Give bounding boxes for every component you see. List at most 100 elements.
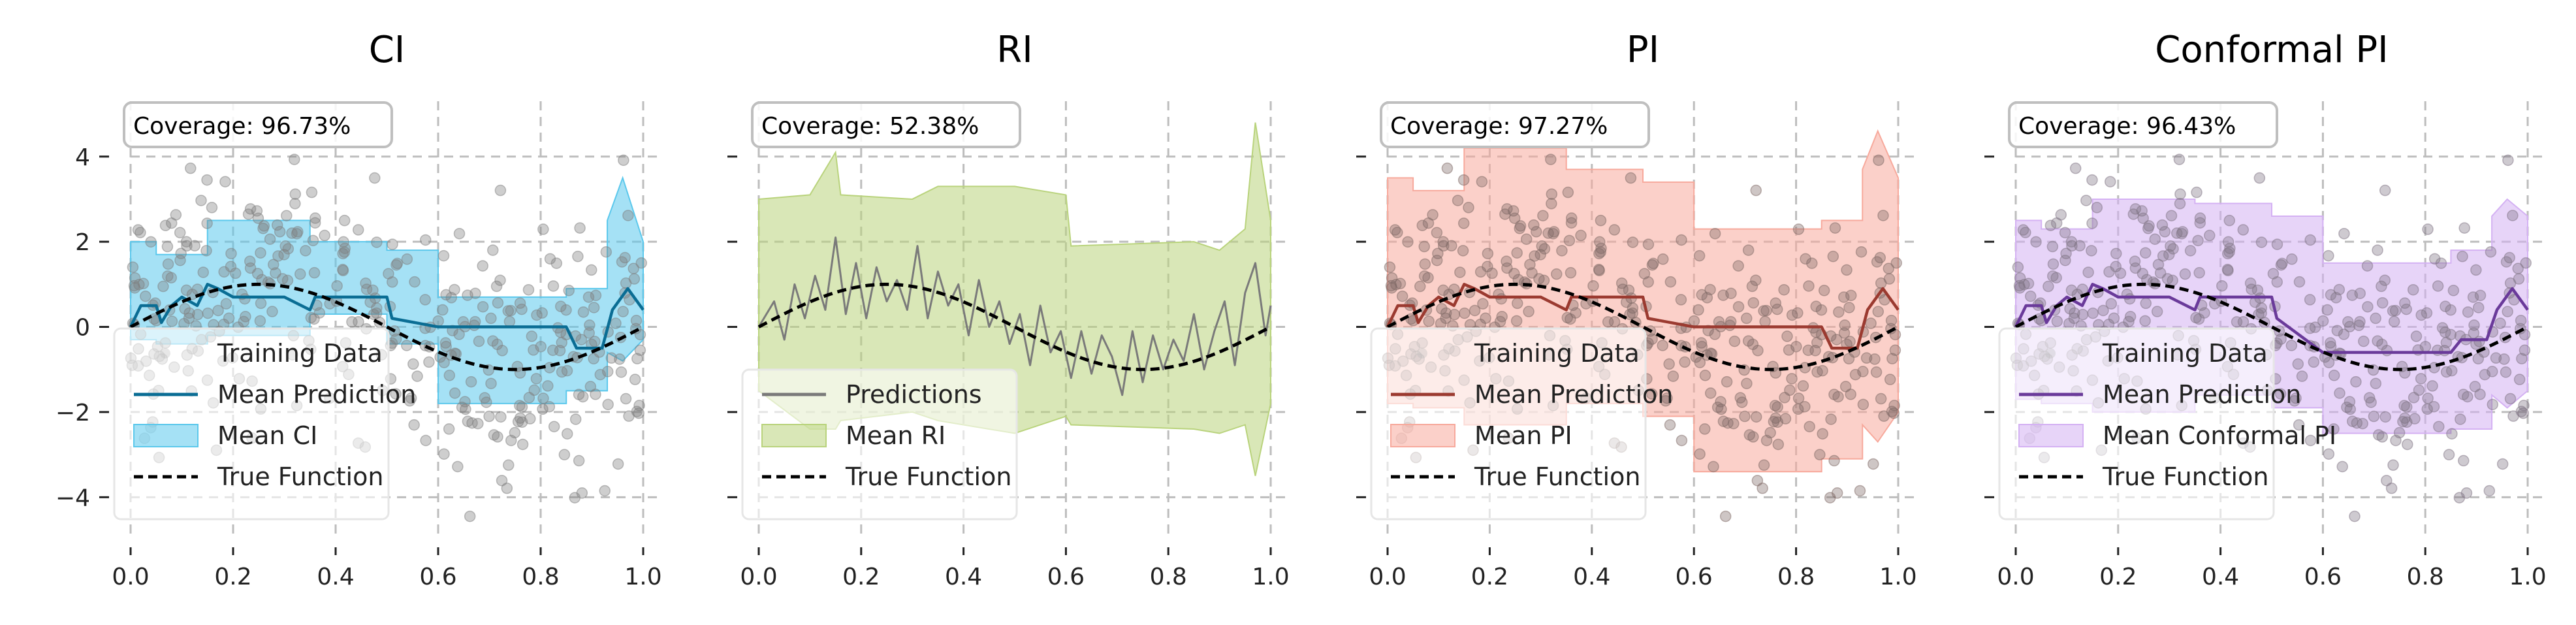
training-data-point: [1845, 289, 1857, 302]
training-data-point: [2435, 257, 2447, 269]
training-data-point: [1721, 376, 1733, 388]
legend-label: Mean RI: [846, 421, 946, 450]
training-data-point: [1869, 353, 1881, 365]
panel-title: Conformal PI: [2155, 29, 2388, 71]
training-data-point: [437, 249, 450, 262]
training-data-point: [2044, 219, 2057, 231]
training-data-point: [2421, 403, 2433, 415]
x-tick-label: 0.0: [740, 564, 777, 590]
training-data-point: [1459, 307, 1471, 319]
training-data-point: [1696, 340, 1708, 353]
training-data-point: [2151, 306, 2163, 317]
training-data-point: [2086, 245, 2097, 257]
training-data-point: [2308, 356, 2320, 368]
x-tick-label: 0.4: [317, 564, 354, 590]
training-data-point: [238, 315, 250, 328]
training-data-point: [1890, 257, 1902, 269]
training-data-point: [1838, 291, 1850, 303]
training-data-point: [2286, 253, 2298, 265]
training-data-point: [1694, 357, 1706, 368]
training-data-point: [1708, 460, 1719, 473]
training-data-point: [2458, 455, 2470, 467]
training-data-point: [600, 246, 612, 258]
training-data-point: [517, 438, 529, 451]
training-data-point: [466, 417, 478, 429]
training-data-point: [2379, 411, 2391, 423]
training-data-point: [594, 368, 607, 381]
training-data-point: [2091, 202, 2103, 214]
training-data-point: [616, 256, 628, 268]
training-data-point: [2410, 330, 2423, 342]
training-data-point: [1676, 234, 1687, 246]
legend-label: Mean Prediction: [2103, 380, 2301, 409]
training-data-point: [1508, 268, 1520, 280]
training-data-point: [1524, 259, 1536, 270]
training-data-point: [2443, 449, 2455, 460]
legend-label: Mean Conformal PI: [2103, 421, 2336, 450]
training-data-point: [2244, 277, 2257, 289]
training-data-point: [1520, 233, 1533, 245]
training-data-point: [289, 198, 301, 210]
training-data-point: [307, 234, 319, 247]
panel-3: PI 0.0 0.2 0.4 0.6 0.8 1.0 Coverage: 97.27% Trai…: [1356, 29, 1918, 590]
training-data-point: [2293, 276, 2306, 288]
training-data-point: [1511, 247, 1523, 259]
training-data-point: [588, 302, 600, 313]
training-data-point: [453, 329, 465, 340]
training-data-point: [2108, 312, 2120, 324]
training-data-point: [2507, 210, 2519, 221]
training-data-point: [2438, 345, 2451, 357]
training-data-point: [1657, 253, 1669, 265]
training-data-point: [1886, 406, 1898, 417]
training-data-point: [1452, 195, 1464, 206]
x-tick-label: 0.6: [419, 564, 456, 590]
training-data-point: [586, 264, 597, 276]
training-data-point: [1587, 280, 1599, 292]
training-data-point: [2504, 393, 2517, 405]
x-tick-label: 0.8: [1777, 564, 1815, 590]
training-data-point: [1463, 202, 1474, 214]
training-data-point: [1480, 312, 1491, 324]
legend-label: Mean Prediction: [1474, 380, 1673, 409]
training-data-point: [1664, 276, 1677, 288]
training-data-point: [1855, 246, 1868, 258]
training-data-point: [1736, 396, 1748, 408]
coverage-text: Coverage: 97.27%: [1390, 113, 1608, 140]
training-data-point: [2139, 315, 2151, 327]
training-data-point: [180, 236, 193, 248]
training-data-point: [2221, 263, 2234, 276]
training-data-point: [405, 392, 417, 404]
training-data-point: [1486, 267, 1498, 280]
training-data-point: [1419, 258, 1431, 270]
training-data-point: [338, 214, 351, 227]
training-data-point: [2103, 266, 2115, 278]
training-data-point: [2140, 297, 2152, 310]
training-data-point: [1799, 400, 1811, 413]
coverage-box: [2008, 101, 2278, 148]
training-data-point: [1389, 224, 1401, 236]
training-data-point: [542, 380, 554, 392]
training-data-point: [1889, 344, 1901, 357]
legend-box: [1998, 327, 2275, 521]
training-data-point: [1608, 224, 1621, 236]
training-data-point: [496, 345, 508, 357]
training-data-point: [1817, 364, 1828, 377]
training-data-point: [1739, 410, 1751, 423]
training-data-point: [633, 400, 645, 411]
training-data-point: [2409, 413, 2421, 425]
training-data-point: [1715, 396, 1726, 408]
training-data-point: [2051, 315, 2063, 327]
training-data-point: [2024, 290, 2037, 302]
training-data-point: [266, 306, 278, 317]
training-data-point: [254, 315, 266, 327]
training-data-point: [590, 289, 602, 302]
training-data-point: [2097, 304, 2109, 317]
training-data-point: [477, 260, 488, 272]
training-data-point: [1384, 261, 1396, 273]
training-data-point: [1390, 279, 1402, 291]
training-data-point: [561, 428, 573, 440]
training-data-point: [1565, 217, 1578, 229]
training-data-point: [1833, 306, 1845, 318]
training-data-point: [2192, 234, 2204, 247]
